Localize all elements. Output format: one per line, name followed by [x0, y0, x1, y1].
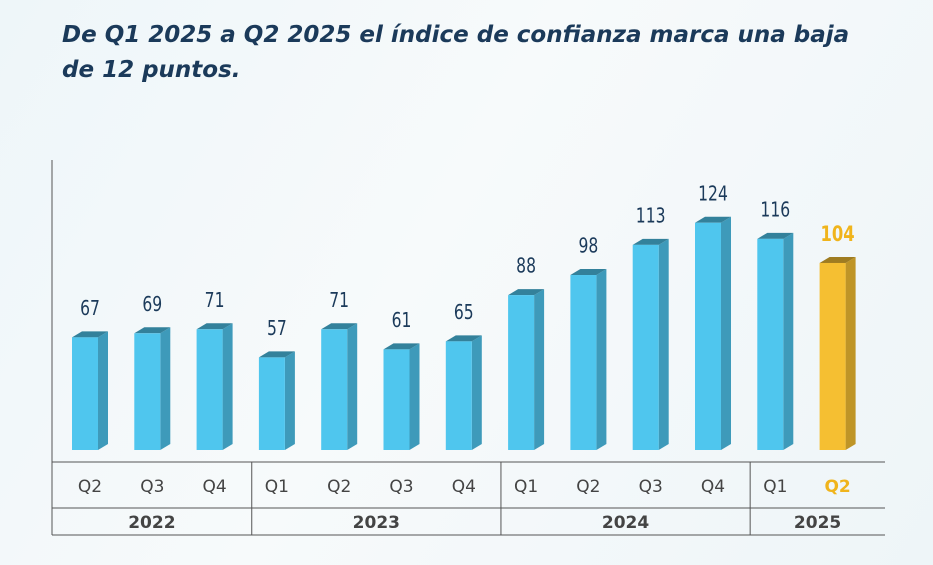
- x-tick-label: Q4: [452, 477, 476, 497]
- bar: [445, 341, 472, 450]
- bar-side: [783, 232, 794, 450]
- bar-side: [284, 351, 295, 450]
- bar-side: [721, 216, 731, 450]
- group-label: 2023: [353, 513, 400, 533]
- bar-top: [196, 323, 233, 330]
- x-tick-label: Q4: [202, 477, 226, 497]
- bar-top: [632, 238, 669, 245]
- value-label: 57: [267, 317, 287, 340]
- bar-top: [819, 256, 856, 263]
- bar-side: [658, 238, 669, 450]
- bar: [819, 262, 846, 450]
- x-tick-label: Q2: [824, 477, 850, 497]
- x-tick-label: Q2: [78, 477, 102, 497]
- bar: [321, 329, 348, 450]
- bar: [383, 349, 410, 450]
- bar: [72, 337, 98, 450]
- value-label: 61: [392, 309, 412, 332]
- bar-top: [508, 289, 545, 296]
- x-tick-label: Q1: [265, 477, 289, 497]
- x-tick-label: Q3: [639, 477, 663, 497]
- bar-top: [757, 232, 794, 239]
- bar-top: [321, 323, 358, 330]
- value-label: 71: [205, 289, 225, 312]
- bar: [632, 244, 659, 450]
- bar: [757, 238, 784, 450]
- bar: [508, 295, 535, 450]
- value-label: 69: [142, 293, 162, 316]
- value-label: 67: [80, 297, 100, 320]
- bar-top: [445, 335, 482, 342]
- bar: [258, 357, 285, 450]
- value-label: 88: [516, 255, 536, 278]
- chart-title: De Q1 2025 a Q2 2025 el índice de confia…: [62, 22, 850, 83]
- bar-side: [471, 335, 482, 450]
- bar-top: [72, 331, 108, 338]
- bar-top: [570, 269, 607, 276]
- bar: [134, 333, 161, 450]
- x-tick-label: Q1: [763, 477, 787, 497]
- value-label: 113: [636, 205, 666, 228]
- bar: [695, 222, 721, 450]
- bar-side: [845, 256, 856, 450]
- bar-side: [160, 327, 171, 450]
- value-label: 116: [760, 199, 790, 222]
- bar-side: [409, 343, 420, 450]
- bar-side: [347, 323, 358, 450]
- group-label: 2025: [794, 513, 841, 533]
- value-label: 71: [329, 289, 349, 312]
- x-tick-label: Q1: [514, 477, 538, 497]
- bar-side: [534, 289, 545, 450]
- bar: [570, 275, 597, 450]
- value-label: 124: [698, 182, 728, 205]
- group-label: 2022: [128, 513, 175, 533]
- x-tick-label: Q3: [140, 477, 164, 497]
- x-tick-label: Q4: [701, 477, 725, 497]
- group-label: 2024: [602, 513, 649, 533]
- bar: [196, 329, 223, 450]
- value-label: 65: [454, 301, 474, 324]
- bar-top: [134, 327, 171, 334]
- bar-top: [258, 351, 295, 358]
- value-label: 104: [821, 223, 855, 246]
- x-tick-label: Q2: [576, 477, 600, 497]
- value-label: 98: [578, 235, 598, 258]
- bar-side: [596, 269, 607, 450]
- x-tick-label: Q2: [327, 477, 351, 497]
- bar-top: [695, 216, 731, 223]
- bar-side: [222, 323, 233, 450]
- bar-side: [98, 331, 108, 450]
- bar-top: [383, 343, 420, 350]
- x-tick-label: Q3: [389, 477, 413, 497]
